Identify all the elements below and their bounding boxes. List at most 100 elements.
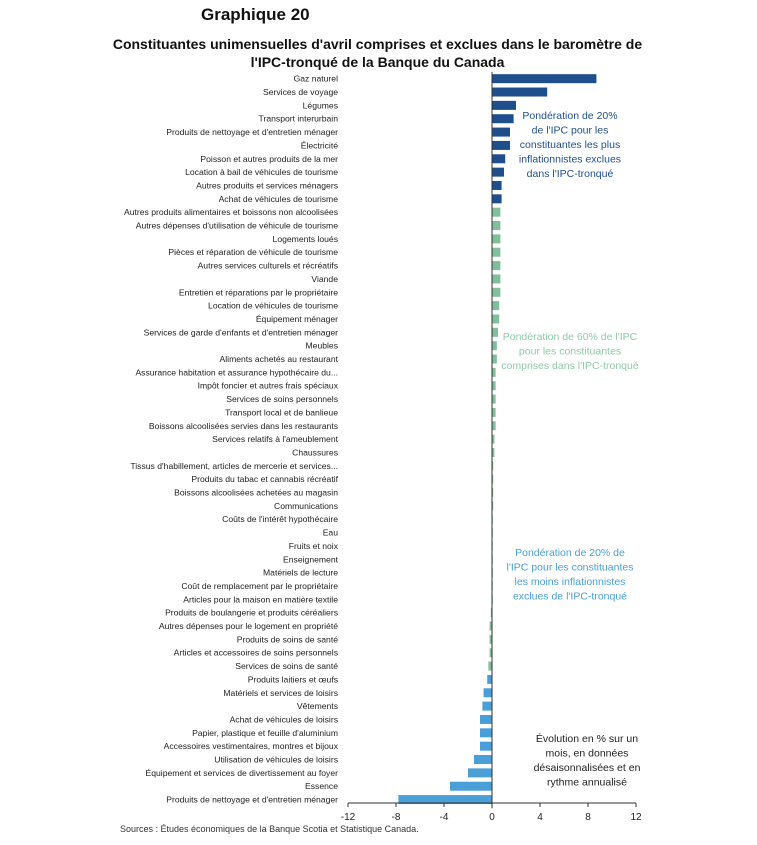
bar (474, 755, 492, 765)
bar (492, 287, 501, 297)
bar (492, 421, 496, 431)
category-label: Services relatifs à l'ameublement (212, 434, 338, 444)
bar (492, 74, 597, 84)
bar (492, 488, 494, 498)
category-label: Impôt foncier et autres frais spéciaux (198, 381, 339, 391)
category-label: Location de véhicules de tourisme (208, 301, 338, 311)
category-label: Viande (311, 274, 338, 284)
annotations: Pondération de 20% de l'IPC pour les const… (501, 110, 640, 789)
bar (492, 314, 500, 324)
category-label: Pièces et réparation de véhicule de tour… (168, 247, 338, 257)
category-label: Services de garde d'enfants et d'entreti… (144, 327, 339, 337)
x-axis: -12 -8 -4 0 4 8 12 (341, 72, 642, 823)
category-label: Légumes (303, 100, 338, 110)
category-label: Achat de véhicules de tourisme (219, 194, 339, 204)
source-note: Sources : Études économiques de la Banqu… (120, 824, 419, 834)
bar (492, 194, 502, 204)
bar (492, 407, 496, 417)
bar (480, 741, 492, 751)
category-label: Transport interurbain (259, 114, 339, 124)
category-label: Aliments achetés au restaurant (220, 354, 339, 364)
category-label: Boissons alcoolisées servies dans les re… (149, 421, 338, 431)
category-label: Services de voyage (263, 87, 338, 97)
bar (492, 461, 494, 471)
category-label: Transport local et de banlieue (225, 407, 338, 417)
bar (492, 234, 501, 244)
bar (492, 474, 494, 484)
category-label: Assurance habitation et assurance hypoth… (135, 367, 338, 377)
category-label: Produits de nettoyage et d'entretien mén… (166, 127, 338, 137)
annotation-line: exclues de l'IPC-tronqué (513, 591, 627, 603)
category-label: Papier, plastique et feuille d'aluminium (192, 728, 338, 738)
annotation-line: Évolution en % sur un (536, 732, 638, 745)
annotation-line: l'IPC pour les constituantes (507, 562, 634, 574)
category-label: Entretien et réparations par le propriét… (179, 287, 338, 297)
bar (480, 728, 492, 738)
category-label: Services de soins de santé (235, 661, 338, 671)
annotation-line: dans l'IPC-tronqué (527, 168, 614, 180)
bar (492, 114, 514, 124)
category-label: Articles et accessoires de soins personn… (174, 648, 338, 658)
bar (492, 381, 496, 391)
annotation-line: désaisonnalisées et en (534, 762, 641, 774)
category-label: Produits de boulangerie et produits céré… (165, 608, 338, 618)
bar (492, 127, 510, 137)
category-label: Autres dépenses d'utilisation de véhicul… (136, 221, 339, 231)
bar (492, 354, 497, 364)
annotation-line: Pondération de 60% de l'IPC (503, 331, 638, 343)
annotation-line: inflationnistes exclues (519, 154, 621, 166)
bar (492, 140, 510, 150)
bar (492, 87, 548, 97)
bar (489, 648, 492, 658)
bar (490, 608, 492, 618)
bar (489, 634, 492, 644)
bar (492, 394, 496, 404)
category-label: Matériels et services de loisirs (223, 688, 338, 698)
bar (492, 100, 516, 110)
x-tick-label: -12 (341, 812, 356, 823)
category-label: Utilisation de véhicules de loisirs (214, 755, 338, 765)
category-label: Fruits et noix (289, 541, 339, 551)
category-label: Vêtements (297, 701, 338, 711)
category-label: Coût de remplacement par le propriétaire (181, 581, 338, 591)
bar (492, 221, 501, 231)
x-tick-label: -4 (440, 812, 449, 823)
bar (489, 621, 492, 631)
category-label: Autres services culturels et récréatifs (198, 261, 338, 271)
category-label: Électricité (301, 140, 338, 150)
chart-title: Graphique 20 (201, 5, 310, 24)
bar (492, 301, 500, 311)
bar (480, 714, 492, 724)
chart-subtitle: Constituantes unimensuelles d'avril comp… (112, 36, 643, 70)
category-label: Autres dépenses pour le logement en prop… (159, 621, 338, 631)
bar (487, 674, 492, 684)
x-tick-label: 12 (630, 812, 642, 823)
category-label: Gaz naturel (294, 74, 339, 84)
category-label: Meubles (306, 341, 338, 351)
category-label: Produits laitiers et œufs (248, 674, 338, 684)
annotation-line: mois, en données (546, 748, 629, 760)
annotation-line: les moins inflationnistes (515, 576, 626, 588)
bar (492, 447, 495, 457)
category-label: Autres produits alimentaires et boissons… (124, 207, 338, 217)
annotation-line: constituantes les plus (520, 139, 620, 151)
annotation-line: pour les constituantes (519, 346, 621, 358)
category-label: Équipement et services de divertissement… (146, 768, 339, 778)
category-label: Achat de véhicules de loisirs (230, 714, 338, 724)
annotation-line: Pondération de 20% de (515, 547, 625, 559)
category-label: Articles pour la maison en matière texti… (183, 594, 338, 604)
bar (492, 207, 501, 217)
bar (492, 341, 497, 351)
x-tick-label: 4 (537, 812, 543, 823)
category-label: Communications (274, 501, 338, 511)
bars-group (398, 74, 597, 805)
bar (492, 167, 504, 177)
annotation-line: rythme annualisé (547, 777, 627, 789)
bar (492, 247, 501, 257)
bar (483, 688, 492, 698)
bar (482, 701, 492, 711)
bar (492, 180, 502, 190)
category-label: Tissus d'habillement, articles de mercer… (130, 461, 338, 471)
category-label: Coûts de l'intérêt hypothécaire (222, 514, 338, 524)
